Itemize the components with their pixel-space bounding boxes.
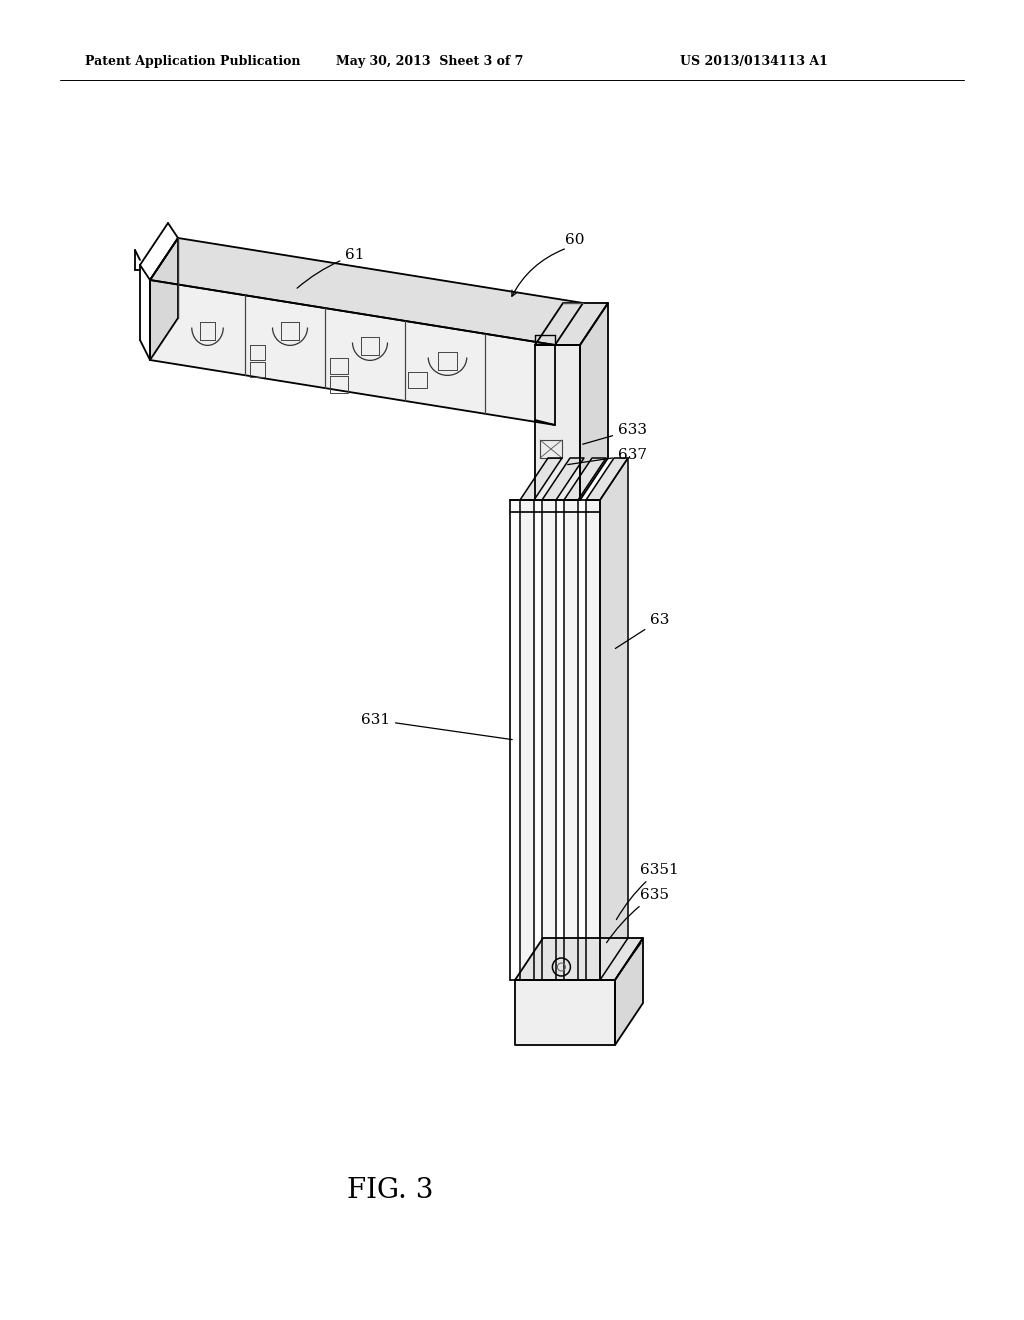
Polygon shape: [515, 979, 615, 1045]
Text: Patent Application Publication: Patent Application Publication: [85, 55, 300, 69]
Polygon shape: [535, 304, 608, 345]
Polygon shape: [564, 500, 578, 979]
Polygon shape: [542, 458, 584, 500]
Text: 637: 637: [567, 447, 647, 465]
Polygon shape: [615, 939, 643, 1045]
Polygon shape: [600, 458, 628, 979]
Polygon shape: [586, 458, 628, 500]
Polygon shape: [586, 500, 600, 979]
Text: 60: 60: [565, 234, 585, 247]
Polygon shape: [150, 238, 583, 345]
Text: May 30, 2013  Sheet 3 of 7: May 30, 2013 Sheet 3 of 7: [336, 55, 523, 69]
Polygon shape: [564, 458, 606, 500]
Polygon shape: [150, 280, 555, 425]
Polygon shape: [542, 500, 556, 979]
Text: 631: 631: [360, 713, 512, 739]
Polygon shape: [515, 939, 643, 979]
Text: 6351: 6351: [616, 863, 679, 920]
Text: FIG. 3: FIG. 3: [347, 1176, 433, 1204]
Text: US 2013/0134113 A1: US 2013/0134113 A1: [680, 55, 827, 69]
Text: 635: 635: [606, 888, 669, 942]
Text: 61: 61: [297, 248, 365, 288]
Polygon shape: [520, 500, 534, 979]
Polygon shape: [580, 304, 608, 500]
Polygon shape: [520, 458, 562, 500]
Text: 633: 633: [583, 422, 647, 445]
Polygon shape: [535, 345, 580, 500]
Polygon shape: [150, 238, 178, 360]
Text: 63: 63: [615, 612, 670, 648]
